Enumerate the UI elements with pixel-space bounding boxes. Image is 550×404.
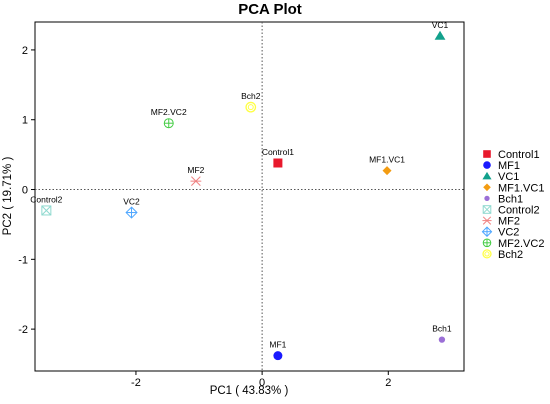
legend-entry: Bch1 (498, 193, 523, 205)
y-tick-label: -1 (18, 254, 28, 266)
x-tick-label: 0 (259, 377, 265, 389)
legend-entry: MF2.VC2 (498, 238, 544, 250)
point-label: VC2 (123, 197, 140, 207)
legend-entry: MF1.VC1 (498, 182, 544, 194)
plot-frame (34, 21, 465, 372)
point-label: MF1.VC1 (369, 155, 405, 165)
legend-entry: Bch2 (498, 249, 523, 261)
x-tick-label: -2 (131, 377, 141, 389)
marker-bch1 (438, 336, 446, 343)
marker-control1 (483, 150, 491, 158)
y-tick-label: -2 (18, 324, 28, 336)
point-label: Control2 (30, 194, 62, 204)
point-label: VC1 (432, 20, 449, 30)
reference-lines (35, 22, 464, 371)
marker-bch1 (484, 195, 490, 202)
y-axis-label: PC2 ( 19.71% ) (2, 157, 14, 236)
y-tick-label: 1 (22, 115, 28, 127)
legend-entry: MF2 (498, 216, 520, 228)
x-axis-label: PC1 ( 43.83% ) (210, 385, 289, 397)
y-tick-label: 2 (22, 45, 28, 57)
legend: Control1MF1VC1MF1.VC1Bch1Control2MF2VC2M… (481, 149, 544, 261)
marker-mf2 (482, 216, 492, 225)
x-tick-label: 2 (385, 377, 391, 389)
marker-mf1-vc1 (382, 166, 392, 176)
marker-vc1 (434, 30, 446, 40)
marker-control2 (482, 205, 492, 214)
marker-bch2 (245, 101, 257, 113)
marker-mf2-vc2 (482, 238, 492, 248)
data-points: Control1 MF1 VC1 MF1.VC1 Bch1 Control2 MF2 VC2 M… (30, 20, 452, 361)
marker-vc2 (125, 206, 138, 219)
axis-ticks: -2 0 2 -2 -1 0 1 2 (18, 45, 391, 389)
point-label: Bch1 (432, 324, 452, 334)
legend-entry: VC1 (498, 171, 519, 183)
legend-entry: MF1 (498, 160, 520, 172)
marker-vc2 (481, 226, 493, 237)
point-label: MF1 (269, 340, 286, 350)
marker-mf1 (273, 351, 283, 361)
chart-title: PCA Plot (238, 1, 302, 18)
marker-control2 (41, 205, 52, 216)
marker-control1 (273, 158, 283, 168)
marker-mf2 (190, 176, 202, 186)
point-label: Bch2 (241, 91, 261, 101)
marker-bch2 (482, 249, 492, 259)
legend-entry: VC2 (498, 227, 519, 239)
marker-mf2-vc2 (163, 118, 174, 129)
point-label: MF2 (187, 165, 204, 175)
marker-vc1 (482, 171, 492, 180)
point-label: MF2.VC2 (151, 107, 187, 117)
y-tick-label: 0 (22, 185, 28, 197)
marker-mf1 (483, 161, 491, 169)
legend-entry: Control2 (498, 205, 540, 217)
marker-mf1-vc1 (483, 183, 491, 192)
legend-entry: Control1 (498, 149, 540, 161)
point-label: Control1 (262, 147, 294, 157)
